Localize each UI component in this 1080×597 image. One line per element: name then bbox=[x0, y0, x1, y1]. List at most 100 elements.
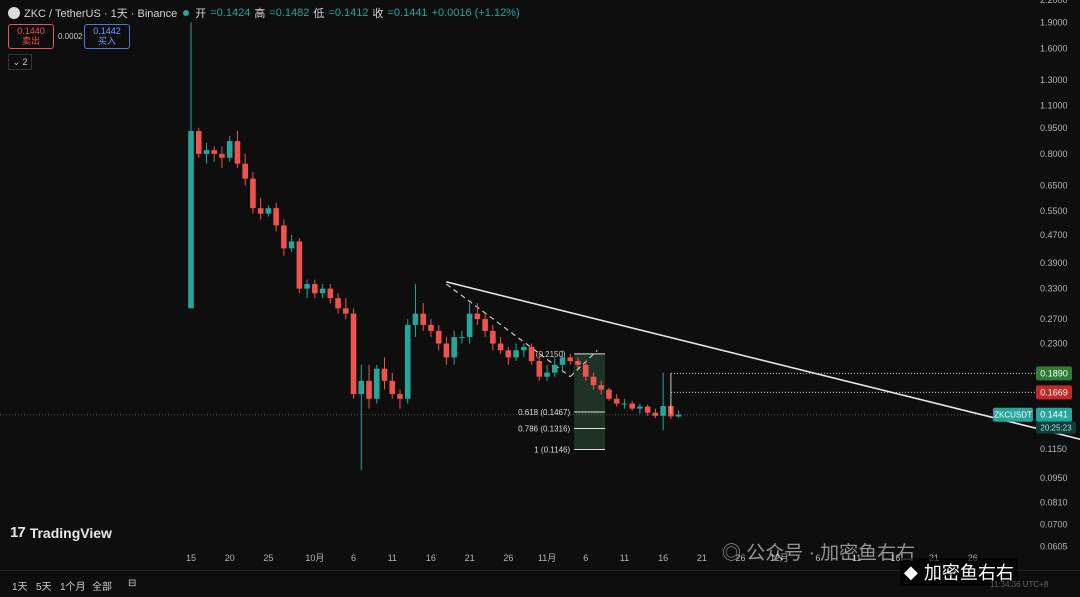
candle-body bbox=[281, 225, 287, 249]
candle-body bbox=[265, 208, 272, 214]
time-tick-label: 11月 bbox=[538, 553, 556, 563]
countdown-box bbox=[1036, 421, 1076, 434]
candle-body bbox=[211, 150, 218, 154]
change-value: +0.0016 (+1.12%) bbox=[431, 7, 520, 19]
time-tick-label: 21 bbox=[465, 553, 475, 563]
candle-body bbox=[428, 324, 434, 331]
high-label: 高 bbox=[254, 8, 266, 20]
wechat-watermark: ◎ 公众号 · 加密鱼右右 bbox=[722, 538, 915, 565]
candle-body bbox=[567, 357, 574, 362]
fib-zone bbox=[574, 353, 606, 450]
candle-body bbox=[652, 412, 659, 416]
candle-body bbox=[637, 406, 643, 409]
spread-value: 0.0002 bbox=[58, 32, 83, 41]
time-tick-label: 11 bbox=[388, 553, 397, 563]
zkc-coin-icon bbox=[8, 7, 20, 19]
range-all-button[interactable]: 全部 bbox=[92, 582, 112, 593]
candle-body bbox=[497, 343, 504, 351]
candle-body bbox=[219, 153, 225, 158]
range-1d-button[interactable]: 1天 bbox=[12, 582, 28, 593]
price-tick-label: 0.5500 bbox=[1040, 206, 1068, 216]
price-label-box bbox=[1036, 385, 1072, 400]
swing-dashed-line bbox=[446, 283, 571, 378]
candle-body bbox=[195, 130, 202, 154]
bottom-toolbar: 1天 5天 1个月 全部 ⊟ bbox=[0, 570, 1080, 597]
candle-body bbox=[389, 380, 396, 395]
price-tick-label: 0.1150 bbox=[1040, 444, 1067, 454]
indicator-count: 2 bbox=[22, 57, 28, 67]
time-tick-label: 20 bbox=[225, 553, 235, 563]
candle-body bbox=[459, 337, 465, 339]
price-tick-label: 0.0810 bbox=[1040, 497, 1068, 507]
calendar-range-icon[interactable]: ⊟ bbox=[128, 578, 137, 589]
sell-label: 卖出 bbox=[21, 36, 40, 46]
candle-body bbox=[621, 403, 628, 405]
candle-body bbox=[257, 208, 264, 214]
countdown-text: 20:25:23 bbox=[1040, 424, 1072, 433]
candle-body bbox=[397, 394, 403, 399]
buy-price: 0.1442 bbox=[93, 26, 121, 36]
candle-body bbox=[559, 357, 566, 365]
market-status-icon bbox=[183, 10, 190, 16]
fib-label: 1 (0.1146) bbox=[534, 446, 570, 455]
binance-logo-icon: ◆ bbox=[904, 561, 918, 582]
price-tick-label: 0.0950 bbox=[1040, 473, 1068, 483]
candle-body bbox=[350, 313, 357, 395]
candle-body bbox=[675, 414, 682, 417]
range-5d-button[interactable]: 5天 bbox=[36, 582, 52, 593]
buy-button[interactable]: 0.1442 买入 bbox=[84, 24, 130, 49]
candle-body bbox=[551, 364, 558, 373]
time-tick-label: 26 bbox=[503, 553, 513, 563]
wechat-icon: ◎ bbox=[722, 543, 742, 564]
candle-body bbox=[582, 364, 589, 377]
time-tick-label: 11 bbox=[852, 553, 861, 563]
time-tick-label: 25 bbox=[263, 553, 273, 563]
fib-label: 0.618 (0.1467) bbox=[518, 408, 570, 417]
time-tick-label: 15 bbox=[186, 553, 196, 563]
candle-body bbox=[528, 346, 535, 362]
tradingview-logo: 17 TradingView bbox=[10, 524, 112, 541]
low-label: 低 bbox=[313, 8, 325, 20]
swing-dashed-line-2 bbox=[569, 349, 598, 378]
open-label: 开 bbox=[195, 8, 207, 20]
candle-body bbox=[412, 313, 419, 325]
price-label-box bbox=[1036, 366, 1072, 381]
candle-body bbox=[590, 376, 597, 386]
sell-price: 0.1440 bbox=[17, 26, 45, 36]
tv-logo-icon: 17 bbox=[10, 524, 26, 541]
candle-body bbox=[443, 343, 450, 358]
time-tick-label: 16 bbox=[890, 553, 900, 563]
candle-body bbox=[598, 385, 605, 390]
candle-body bbox=[575, 361, 581, 365]
symbol-tag: ZKCUSDT bbox=[994, 411, 1032, 420]
price-tick-label: 0.3900 bbox=[1040, 258, 1068, 268]
time-tick-label: 21 bbox=[697, 553, 707, 563]
indicator-toggle[interactable]: ⌄ 2 bbox=[8, 54, 32, 70]
candle-body bbox=[482, 319, 488, 331]
watermark-text-2: 加密鱼右右 bbox=[923, 563, 1014, 583]
time-tick-label: 6 bbox=[351, 553, 356, 563]
candle-body bbox=[373, 368, 380, 399]
time-tick-label: 26 bbox=[736, 553, 746, 563]
price-label: 0.1669 bbox=[1040, 387, 1068, 397]
candle-body bbox=[335, 298, 341, 309]
time-tick-label: 10月 bbox=[305, 553, 324, 563]
candle-body bbox=[343, 308, 349, 314]
sell-button[interactable]: 0.1440 卖出 bbox=[8, 24, 54, 49]
candle-body bbox=[288, 241, 295, 249]
fib-label: 0.786 (0.1316) bbox=[518, 425, 570, 434]
price-tick-label: 0.3300 bbox=[1040, 284, 1068, 294]
price-tick-label: 1.1000 bbox=[1040, 100, 1068, 110]
candle-body bbox=[490, 330, 496, 344]
candle-body bbox=[420, 313, 426, 325]
candle-body bbox=[381, 368, 388, 381]
high-value: =0.1482 bbox=[269, 7, 310, 19]
range-1m-button[interactable]: 1个月 bbox=[60, 582, 86, 593]
candle-body bbox=[404, 324, 411, 399]
candle-body bbox=[629, 403, 635, 409]
candle-body bbox=[660, 406, 666, 416]
symbol-title[interactable]: ZKC / TetherUS · 1天 · Binance bbox=[24, 8, 178, 20]
candle-body bbox=[644, 406, 651, 413]
binance-watermark: ◆ 加密鱼右右 bbox=[900, 558, 1018, 586]
